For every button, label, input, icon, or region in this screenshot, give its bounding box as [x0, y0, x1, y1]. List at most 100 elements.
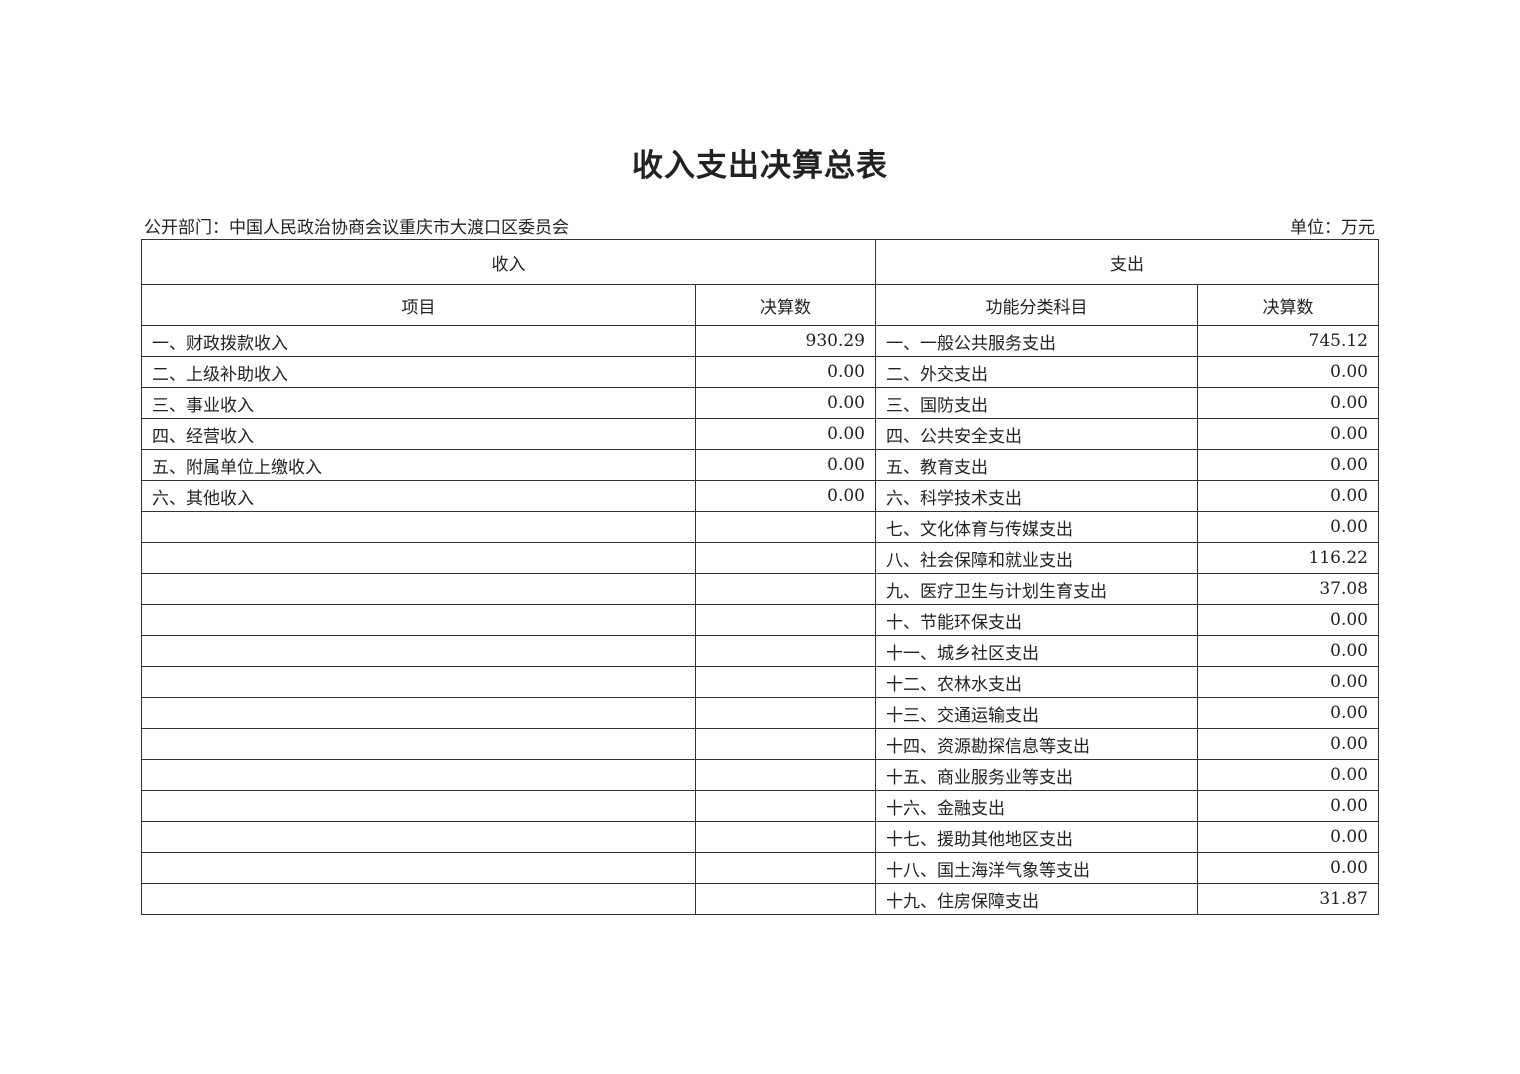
- income-item: [141, 852, 696, 884]
- expense-amount: 0.00: [1197, 356, 1379, 388]
- expense-item: 四、公共安全支出: [875, 418, 1198, 450]
- expense-amount-header: 决算数: [1197, 284, 1379, 326]
- income-item: 二、上级补助收入: [141, 356, 696, 388]
- expense-item: 五、教育支出: [875, 449, 1198, 481]
- income-item: [141, 697, 696, 729]
- summary-table: 收入 支出 项目 决算数 功能分类科目 决算数 一、财政拨款收入 930.29 一、…: [141, 239, 1379, 915]
- unit-label: 单位：万元: [1290, 218, 1375, 238]
- expense-amount: 0.00: [1197, 697, 1379, 729]
- expense-item: 六、科学技术支出: [875, 480, 1198, 512]
- expense-item: 十三、交通运输支出: [875, 697, 1198, 729]
- table-row: 十五、商业服务业等支出 0.00: [141, 759, 1379, 791]
- income-item: [141, 542, 696, 574]
- expense-amount: 0.00: [1197, 449, 1379, 481]
- income-item: [141, 728, 696, 760]
- income-item: [141, 759, 696, 791]
- income-amount: 0.00: [695, 356, 876, 388]
- table-row: 十四、资源勘探信息等支出 0.00: [141, 728, 1379, 760]
- expense-item: 十四、资源勘探信息等支出: [875, 728, 1198, 760]
- income-item: 一、财政拨款收入: [141, 325, 696, 357]
- expense-item: 二、外交支出: [875, 356, 1198, 388]
- expense-amount: 37.08: [1197, 573, 1379, 605]
- income-amount: [695, 511, 876, 543]
- expense-amount: 0.00: [1197, 418, 1379, 450]
- table-row: 七、文化体育与传媒支出 0.00: [141, 511, 1379, 543]
- expense-amount: 0.00: [1197, 511, 1379, 543]
- income-amount: [695, 604, 876, 636]
- income-amount: [695, 666, 876, 698]
- income-amount: [695, 883, 876, 915]
- income-amount: 930.29: [695, 325, 876, 357]
- department-label: 公开部门：中国人民政治协商会议重庆市大渡口区委员会: [144, 218, 569, 238]
- expense-amount: 0.00: [1197, 821, 1379, 853]
- table-row: 二、上级补助收入 0.00 二、外交支出 0.00: [141, 356, 1379, 388]
- expense-item: 一、一般公共服务支出: [875, 325, 1198, 357]
- expense-amount: 745.12: [1197, 325, 1379, 357]
- expense-amount: 31.87: [1197, 883, 1379, 915]
- expense-item: 十一、城乡社区支出: [875, 635, 1198, 667]
- category-header: 功能分类科目: [875, 284, 1198, 326]
- table-row: 五、附属单位上缴收入 0.00 五、教育支出 0.00: [141, 449, 1379, 481]
- table-row: 十一、城乡社区支出 0.00: [141, 635, 1379, 667]
- income-amount-header: 决算数: [695, 284, 876, 326]
- table-row: 十、节能环保支出 0.00: [141, 604, 1379, 636]
- income-amount: [695, 542, 876, 574]
- expense-header: 支出: [875, 239, 1379, 285]
- income-amount: [695, 573, 876, 605]
- income-item: [141, 883, 696, 915]
- expense-amount: 0.00: [1197, 666, 1379, 698]
- income-item: 三、事业收入: [141, 387, 696, 419]
- expense-item: 十九、住房保障支出: [875, 883, 1198, 915]
- income-amount: [695, 790, 876, 822]
- income-item: [141, 511, 696, 543]
- expense-item: 十六、金融支出: [875, 790, 1198, 822]
- table-row: 九、医疗卫生与计划生育支出 37.08: [141, 573, 1379, 605]
- income-item: [141, 666, 696, 698]
- expense-amount: 0.00: [1197, 635, 1379, 667]
- expense-amount: 0.00: [1197, 387, 1379, 419]
- expense-item: 九、医疗卫生与计划生育支出: [875, 573, 1198, 605]
- income-item: [141, 790, 696, 822]
- income-amount: [695, 635, 876, 667]
- table-row: 四、经营收入 0.00 四、公共安全支出 0.00: [141, 418, 1379, 450]
- income-item: [141, 573, 696, 605]
- expense-amount: 0.00: [1197, 759, 1379, 791]
- income-header: 收入: [141, 239, 876, 285]
- table-row: 十二、农林水支出 0.00: [141, 666, 1379, 698]
- income-item: 五、附属单位上缴收入: [141, 449, 696, 481]
- income-item: [141, 821, 696, 853]
- expense-amount: 0.00: [1197, 728, 1379, 760]
- income-item: [141, 604, 696, 636]
- expense-item: 七、文化体育与传媒支出: [875, 511, 1198, 543]
- income-amount: [695, 852, 876, 884]
- table-row: 三、事业收入 0.00 三、国防支出 0.00: [141, 387, 1379, 419]
- table-row: 十七、援助其他地区支出 0.00: [141, 821, 1379, 853]
- expense-item: 十二、农林水支出: [875, 666, 1198, 698]
- header-row-group: 收入 支出: [141, 239, 1379, 285]
- expense-amount: 0.00: [1197, 852, 1379, 884]
- table-row: 六、其他收入 0.00 六、科学技术支出 0.00: [141, 480, 1379, 512]
- table-row: 一、财政拨款收入 930.29 一、一般公共服务支出 745.12: [141, 325, 1379, 357]
- expense-item: 八、社会保障和就业支出: [875, 542, 1198, 574]
- expense-amount: 0.00: [1197, 604, 1379, 636]
- income-item: 六、其他收入: [141, 480, 696, 512]
- income-amount: [695, 697, 876, 729]
- header-row-columns: 项目 决算数 功能分类科目 决算数: [141, 284, 1379, 326]
- income-amount: [695, 821, 876, 853]
- income-amount: 0.00: [695, 449, 876, 481]
- table-row: 十六、金融支出 0.00: [141, 790, 1379, 822]
- income-item: [141, 635, 696, 667]
- expense-item: 十七、援助其他地区支出: [875, 821, 1198, 853]
- expense-amount: 116.22: [1197, 542, 1379, 574]
- income-amount: 0.00: [695, 387, 876, 419]
- expense-amount: 0.00: [1197, 790, 1379, 822]
- table-row: 十三、交通运输支出 0.00: [141, 697, 1379, 729]
- table-row: 十八、国土海洋气象等支出 0.00: [141, 852, 1379, 884]
- item-header: 项目: [141, 284, 696, 326]
- expense-item: 三、国防支出: [875, 387, 1198, 419]
- expense-amount: 0.00: [1197, 480, 1379, 512]
- table-row: 十九、住房保障支出 31.87: [141, 883, 1379, 915]
- income-amount: [695, 728, 876, 760]
- expense-item: 十五、商业服务业等支出: [875, 759, 1198, 791]
- income-amount: 0.00: [695, 418, 876, 450]
